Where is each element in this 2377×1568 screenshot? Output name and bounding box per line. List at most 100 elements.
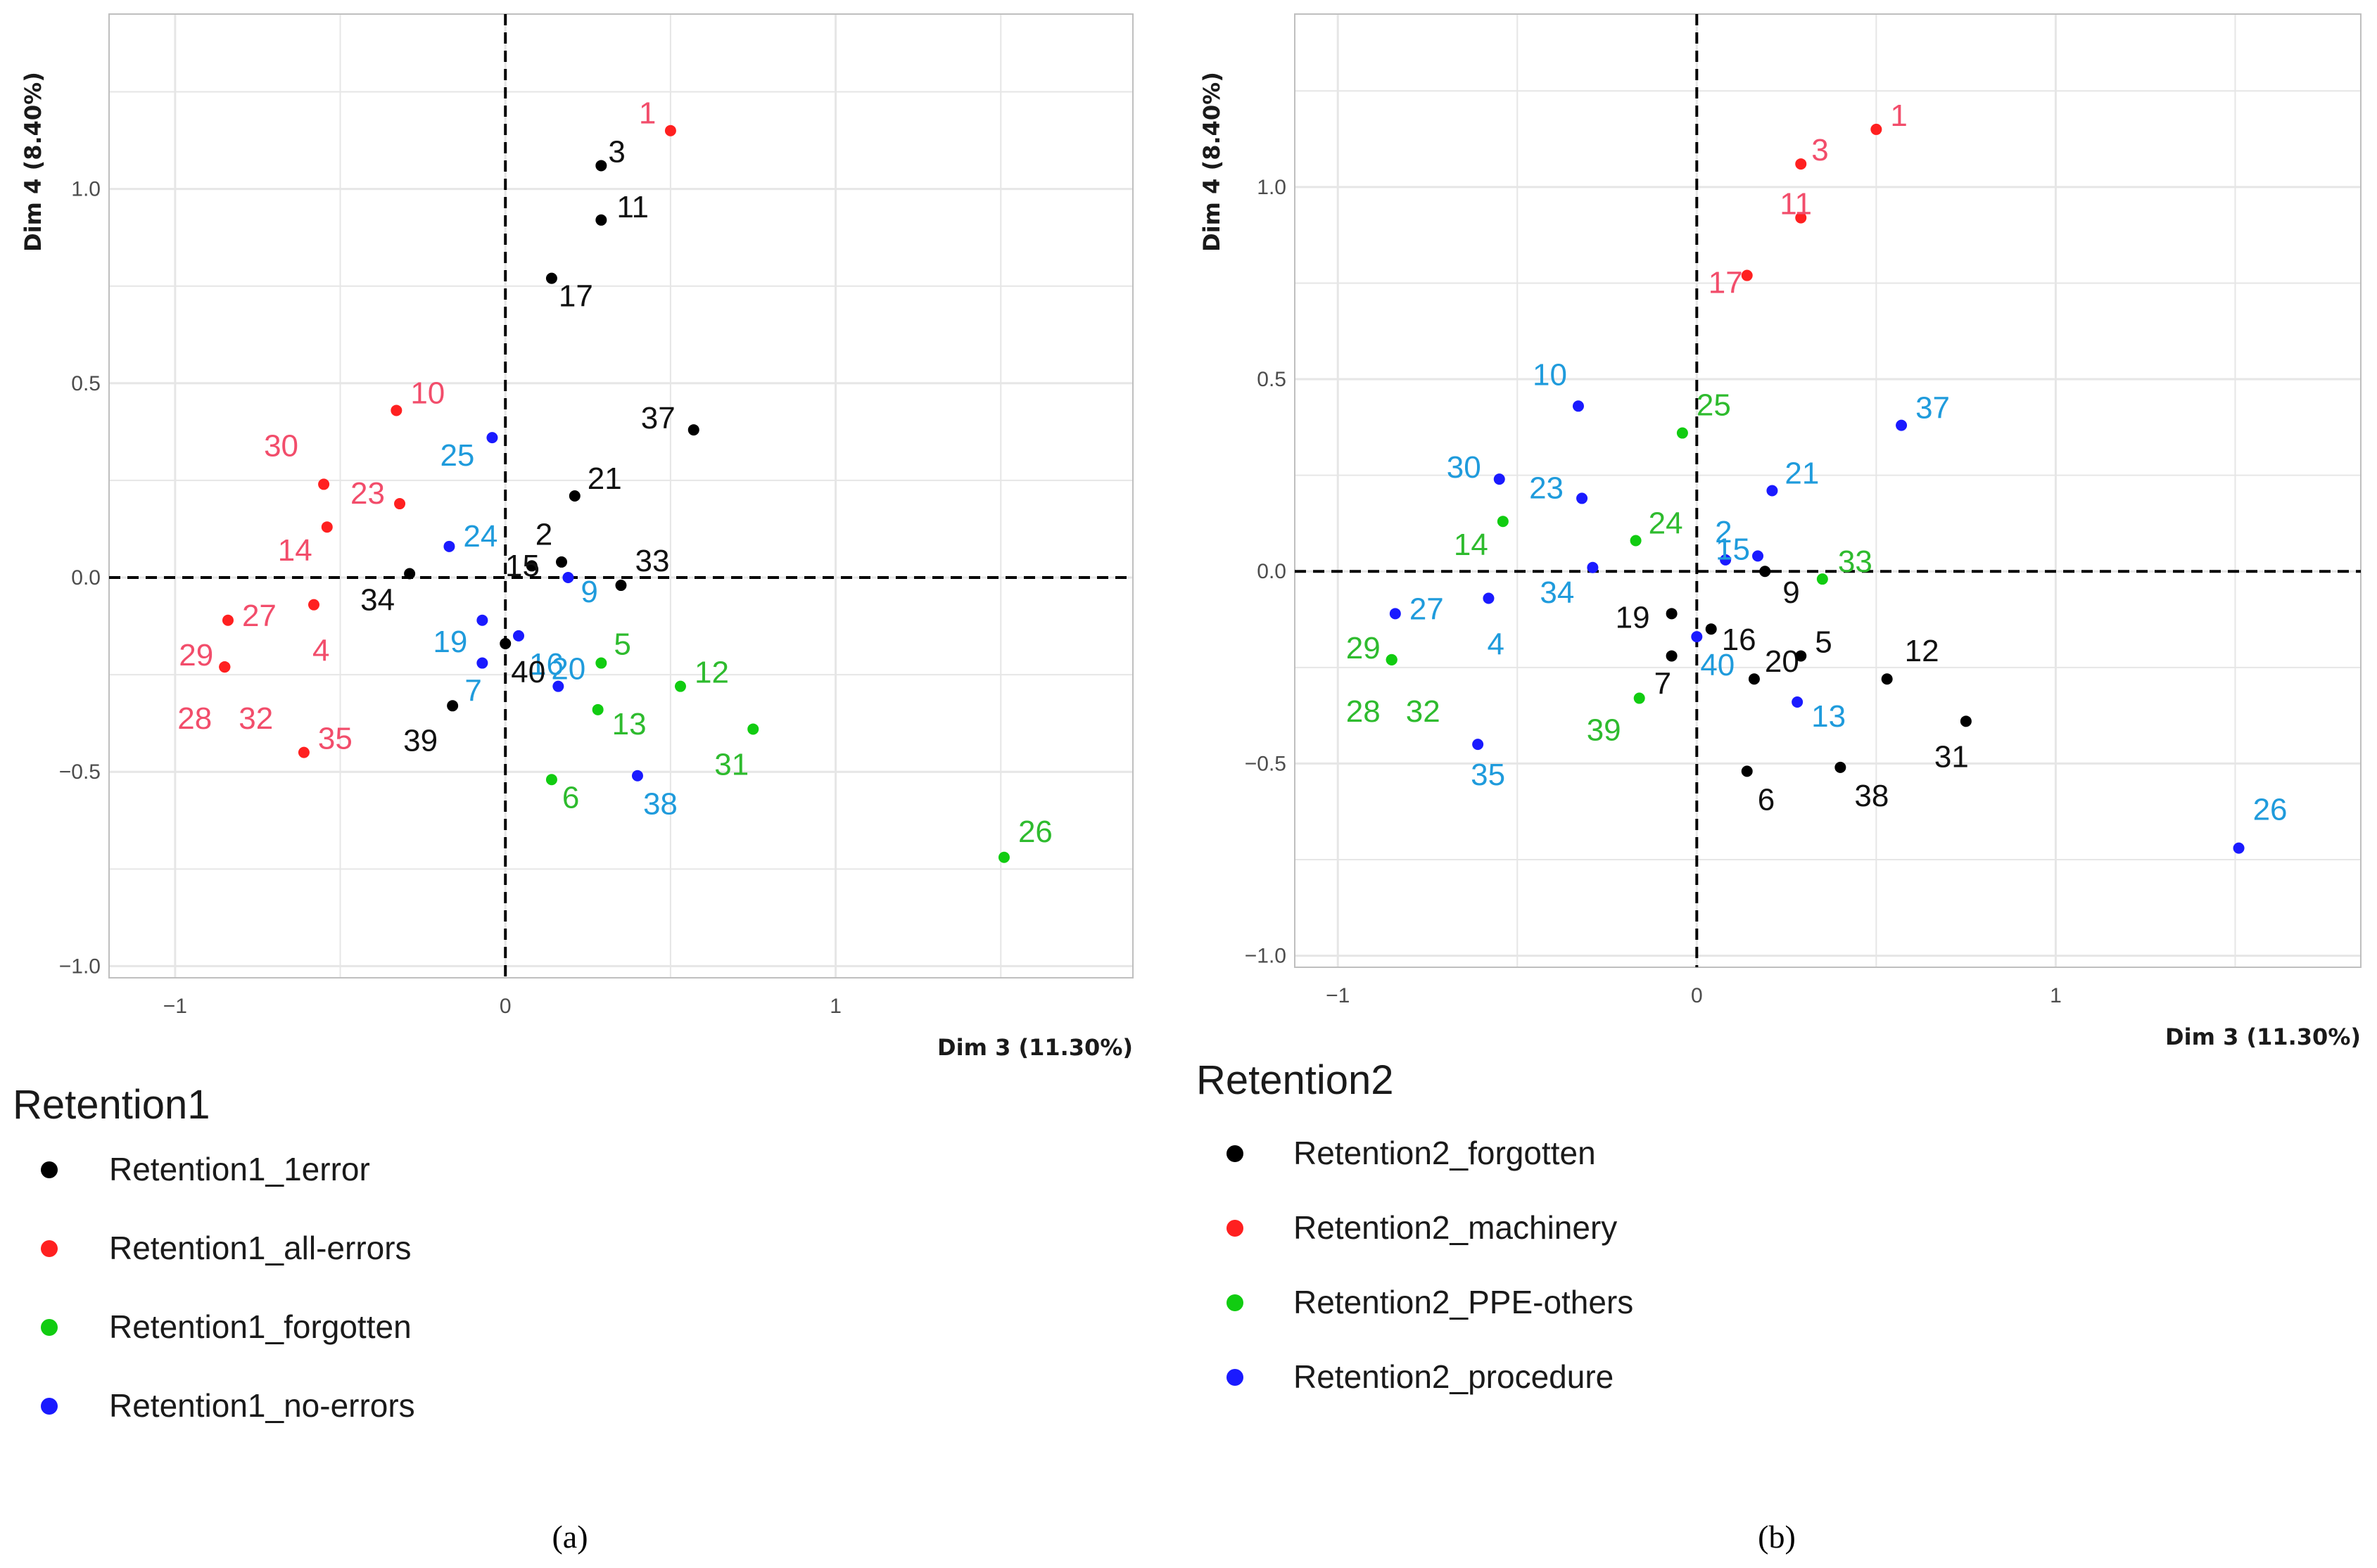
point-label: 14 bbox=[278, 533, 312, 568]
data-point bbox=[595, 214, 607, 226]
point-label: 28 bbox=[177, 701, 212, 736]
legend-label: Retention1_all-errors bbox=[109, 1230, 412, 1266]
data-point bbox=[1881, 673, 1893, 685]
panel-border bbox=[108, 13, 1134, 979]
legend-label: Retention1_no-errors bbox=[109, 1387, 415, 1424]
point-label: 26 bbox=[1018, 815, 1053, 849]
data-point bbox=[486, 432, 498, 444]
point-label: 34 bbox=[1540, 575, 1574, 610]
data-point bbox=[592, 703, 604, 715]
y-tick-label: −1.0 bbox=[59, 955, 101, 978]
data-point bbox=[443, 540, 455, 552]
data-point bbox=[1576, 492, 1588, 504]
data-point bbox=[998, 851, 1010, 863]
point-label: 40 bbox=[511, 655, 545, 689]
point-label: 38 bbox=[643, 787, 678, 822]
point-label: 27 bbox=[1409, 592, 1444, 626]
data-point bbox=[1497, 516, 1509, 528]
legend-label: Retention2_forgotten bbox=[1293, 1135, 1596, 1171]
y-tick-label: 0.5 bbox=[1257, 368, 1286, 391]
point-label: 11 bbox=[616, 190, 649, 224]
y-tick-label: 0.5 bbox=[71, 372, 101, 395]
point-label: 39 bbox=[1587, 713, 1621, 748]
data-point bbox=[1759, 566, 1771, 578]
x-axis-title: Dim 3 (11.30%) bbox=[937, 1034, 1133, 1061]
data-point bbox=[447, 700, 459, 712]
x-tick-label: 1 bbox=[830, 995, 842, 1018]
point-label: 11 bbox=[1780, 187, 1812, 222]
legend-key bbox=[41, 1319, 58, 1336]
data-point bbox=[664, 125, 676, 136]
legend-key bbox=[1226, 1220, 1243, 1237]
data-point bbox=[318, 478, 330, 490]
point-label: 39 bbox=[403, 723, 438, 758]
data-point bbox=[1741, 765, 1753, 777]
legend-title: Retention1 bbox=[13, 1082, 210, 1128]
point-label: 28 bbox=[1346, 694, 1381, 729]
data-point bbox=[1472, 739, 1484, 751]
point-label: 15 bbox=[505, 549, 540, 583]
point-label: 34 bbox=[360, 582, 395, 617]
data-point bbox=[1752, 550, 1764, 562]
data-point bbox=[1666, 650, 1678, 662]
legend-title: Retention2 bbox=[1196, 1057, 1394, 1103]
data-point bbox=[219, 661, 231, 673]
data-point bbox=[1766, 485, 1778, 497]
point-label: 12 bbox=[1905, 634, 1939, 668]
data-point bbox=[476, 657, 488, 669]
point-label: 17 bbox=[1709, 266, 1743, 300]
point-label: 7 bbox=[1654, 666, 1671, 701]
point-label: 30 bbox=[1447, 450, 1481, 485]
y-tick-label: 1.0 bbox=[1257, 176, 1286, 199]
point-label: 16 bbox=[529, 647, 564, 682]
panel-border bbox=[1294, 13, 2362, 968]
point-label: 12 bbox=[695, 656, 729, 690]
data-point bbox=[545, 272, 557, 284]
point-label: 30 bbox=[264, 428, 298, 463]
y-tick-label: −0.5 bbox=[1245, 752, 1286, 775]
point-label: 3 bbox=[608, 134, 625, 169]
x-tick-label: 0 bbox=[1691, 984, 1703, 1007]
data-point bbox=[1572, 400, 1584, 412]
data-point bbox=[545, 774, 557, 786]
point-label: 4 bbox=[1487, 627, 1504, 661]
data-point bbox=[1834, 761, 1846, 773]
data-point bbox=[1691, 631, 1703, 643]
data-point bbox=[2233, 842, 2245, 854]
data-point bbox=[1816, 573, 1828, 585]
point-label: 25 bbox=[1697, 388, 1731, 423]
x-axis-title: Dim 3 (11.30%) bbox=[2165, 1024, 2361, 1050]
point-label: 10 bbox=[410, 376, 445, 410]
data-point bbox=[1741, 269, 1753, 281]
point-label: 7 bbox=[464, 674, 481, 708]
legend-key bbox=[1226, 1369, 1243, 1386]
chart-panel-b: −1 0 1 −1.0 −0.5 0.0 0.5 1.0 Dim 3 (11.30%) Dim 4… bbox=[1196, 13, 2362, 1555]
data-point bbox=[1386, 654, 1397, 665]
point-label: 35 bbox=[1471, 758, 1505, 792]
data-point bbox=[1748, 673, 1760, 685]
x-tick-label: 1 bbox=[2050, 984, 2062, 1007]
point-label: 24 bbox=[463, 519, 497, 554]
point-label: 25 bbox=[440, 438, 474, 473]
point-label: 32 bbox=[239, 701, 273, 736]
point-label: 32 bbox=[1406, 694, 1440, 729]
data-point bbox=[562, 572, 574, 584]
point-label: 21 bbox=[1785, 457, 1819, 491]
legend-label: Retention2_procedure bbox=[1293, 1358, 1614, 1395]
data-point bbox=[1389, 608, 1401, 620]
point-label: 10 bbox=[1533, 357, 1567, 392]
data-point bbox=[1960, 715, 1972, 727]
data-point bbox=[1705, 623, 1717, 635]
point-label: 17 bbox=[559, 279, 593, 314]
point-label: 5 bbox=[1815, 625, 1832, 659]
data-point bbox=[1493, 473, 1505, 485]
point-label: 9 bbox=[1782, 575, 1799, 610]
data-point bbox=[476, 614, 488, 626]
data-point bbox=[1792, 696, 1804, 708]
data-point bbox=[526, 560, 538, 572]
point-label: 5 bbox=[614, 627, 630, 662]
data-point bbox=[1795, 158, 1807, 170]
data-point bbox=[1633, 692, 1645, 704]
data-point bbox=[321, 521, 333, 533]
point-label: 13 bbox=[1811, 699, 1846, 734]
